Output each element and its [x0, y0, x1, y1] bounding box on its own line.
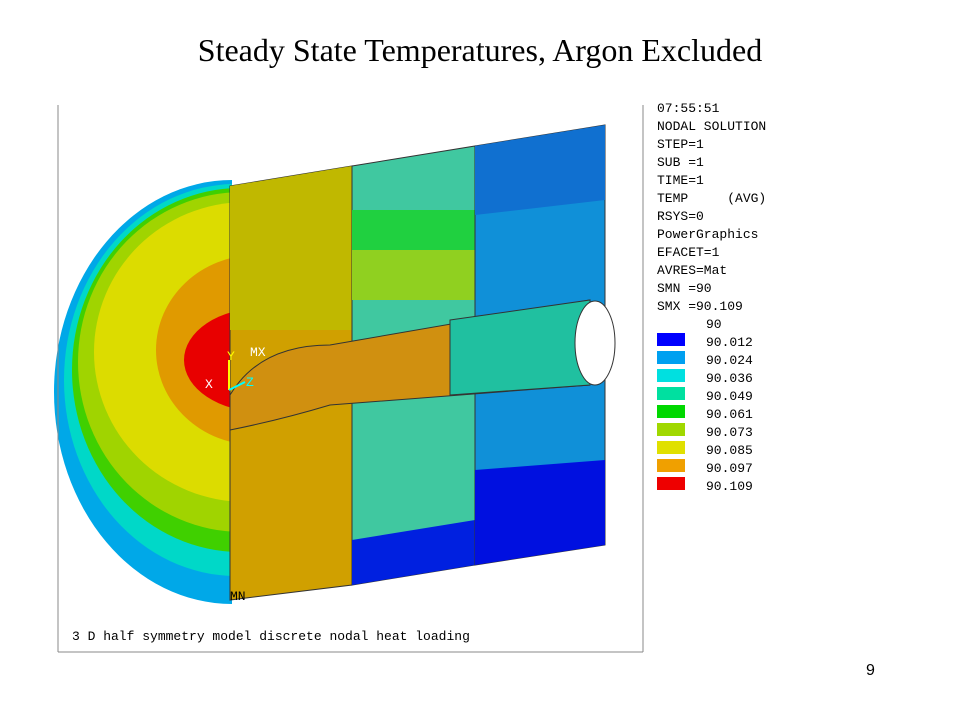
caption: 3 D half symmetry model discrete nodal h…: [72, 629, 470, 644]
legend-label: 90: [706, 317, 722, 332]
info-line: EFACET=1: [657, 245, 720, 260]
info-line: TEMP (AVG): [657, 191, 766, 206]
legend-label: 90.036: [706, 371, 753, 386]
info-line: SMN =90: [657, 281, 712, 296]
axis-triad: [228, 381, 246, 391]
max-marker: MX: [250, 345, 266, 360]
axis-label: X: [205, 377, 213, 392]
axis-label: Z: [246, 375, 254, 390]
legend-label: 90.073: [706, 425, 753, 440]
info-line: PowerGraphics: [657, 227, 758, 242]
legend-label: 90.012: [706, 335, 753, 350]
legend-swatch: [657, 387, 685, 400]
page-number: 9: [866, 662, 875, 679]
legend-swatch: [657, 351, 685, 364]
slide-title: Steady State Temperatures, Argon Exclude…: [197, 32, 763, 68]
legend-label: 90.024: [706, 353, 753, 368]
legend-label: 90.061: [706, 407, 753, 422]
info-line: RSYS=0: [657, 209, 704, 224]
legend-label: 90.097: [706, 461, 753, 476]
legend-label: 90.049: [706, 389, 753, 404]
legend-swatch: [657, 459, 685, 472]
legend-swatch: [657, 423, 685, 436]
legend-swatch: [657, 405, 685, 418]
legend-swatch: [657, 477, 685, 490]
end-face: [54, 180, 232, 604]
axis-label: Y: [227, 349, 235, 364]
info-line: AVRES=Mat: [657, 263, 727, 278]
info-line: 07:55:51: [657, 101, 720, 116]
legend-label: 90.085: [706, 443, 753, 458]
legend-swatch: [657, 333, 685, 346]
info-line: SMX =90.109: [657, 299, 743, 314]
legend-swatch: [657, 441, 685, 454]
info-line: SUB =1: [657, 155, 704, 170]
legend-swatch: [657, 369, 685, 382]
info-line: NODAL SOLUTION: [657, 119, 766, 134]
info-line: TIME=1: [657, 173, 704, 188]
min-marker: MN: [230, 589, 246, 604]
info-line: STEP=1: [657, 137, 704, 152]
legend-label: 90.109: [706, 479, 753, 494]
